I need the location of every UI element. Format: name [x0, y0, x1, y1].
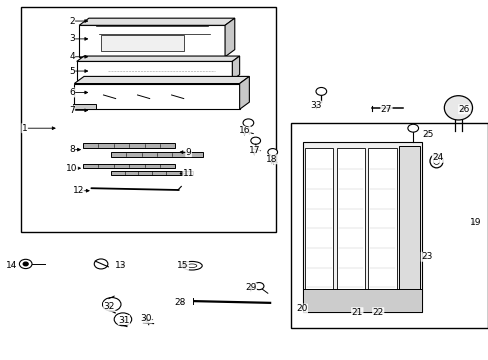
Text: 23: 23	[420, 252, 432, 261]
Text: 4: 4	[69, 52, 75, 61]
Polygon shape	[336, 148, 365, 307]
Text: 18: 18	[265, 155, 277, 164]
Text: 26: 26	[458, 105, 469, 114]
Text: 2: 2	[69, 17, 75, 26]
Text: 21: 21	[351, 308, 362, 317]
Polygon shape	[302, 143, 421, 312]
Ellipse shape	[182, 261, 202, 270]
Polygon shape	[79, 18, 234, 25]
Text: 10: 10	[66, 164, 78, 173]
Text: 5: 5	[69, 67, 75, 76]
Polygon shape	[368, 148, 396, 307]
Polygon shape	[111, 171, 193, 175]
Circle shape	[315, 87, 326, 95]
Text: 3: 3	[69, 35, 75, 44]
Text: 25: 25	[422, 130, 433, 139]
Text: 16: 16	[238, 126, 250, 135]
Circle shape	[20, 259, 32, 269]
Circle shape	[267, 149, 277, 156]
Polygon shape	[73, 104, 96, 109]
Polygon shape	[302, 289, 421, 312]
Circle shape	[250, 137, 260, 144]
Polygon shape	[77, 62, 232, 80]
Circle shape	[114, 313, 131, 326]
Polygon shape	[79, 25, 224, 57]
Text: 19: 19	[469, 219, 480, 228]
Circle shape	[94, 259, 108, 269]
Text: 11: 11	[183, 169, 194, 178]
Circle shape	[243, 119, 253, 127]
Text: 29: 29	[244, 283, 256, 292]
Text: 28: 28	[174, 298, 185, 307]
Ellipse shape	[444, 96, 471, 120]
Polygon shape	[111, 152, 203, 157]
Text: 33: 33	[310, 101, 322, 110]
Polygon shape	[232, 56, 239, 80]
Text: 14: 14	[6, 261, 18, 270]
Text: 6: 6	[69, 88, 75, 97]
Polygon shape	[74, 76, 249, 84]
Circle shape	[407, 124, 418, 132]
Text: 20: 20	[296, 304, 307, 313]
Ellipse shape	[432, 158, 439, 165]
Text: 1: 1	[22, 124, 27, 133]
Bar	[21, 7, 276, 232]
Text: 32: 32	[103, 302, 115, 311]
Circle shape	[254, 283, 264, 290]
Polygon shape	[224, 18, 234, 57]
Bar	[101, 35, 183, 51]
Text: 13: 13	[115, 261, 126, 270]
Circle shape	[23, 262, 28, 266]
Polygon shape	[83, 143, 175, 148]
Text: 27: 27	[380, 105, 391, 114]
Text: 31: 31	[118, 315, 129, 324]
Text: 22: 22	[372, 308, 383, 317]
Polygon shape	[305, 148, 333, 307]
Text: 9: 9	[185, 148, 191, 157]
Text: 12: 12	[72, 186, 84, 195]
Bar	[290, 123, 487, 328]
Polygon shape	[77, 56, 239, 62]
Text: 8: 8	[69, 145, 75, 154]
Text: 24: 24	[431, 153, 443, 162]
Ellipse shape	[187, 264, 197, 267]
Text: 17: 17	[248, 146, 260, 155]
Ellipse shape	[429, 154, 442, 168]
Polygon shape	[74, 84, 239, 109]
Text: 7: 7	[69, 106, 75, 115]
Text: 15: 15	[177, 261, 188, 270]
Polygon shape	[398, 146, 419, 307]
Polygon shape	[83, 163, 175, 168]
Circle shape	[102, 297, 121, 311]
Polygon shape	[239, 76, 249, 109]
Text: 30: 30	[140, 314, 152, 323]
